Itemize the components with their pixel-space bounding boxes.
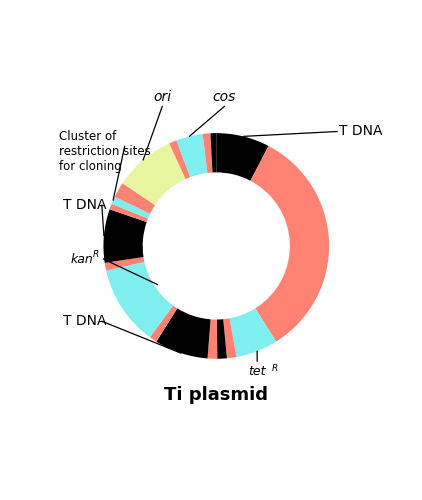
Wedge shape: [115, 183, 155, 214]
Text: Cluster of
restriction sites
for cloning: Cluster of restriction sites for cloning: [59, 130, 151, 173]
Wedge shape: [250, 146, 329, 342]
Wedge shape: [217, 319, 227, 359]
Wedge shape: [169, 140, 190, 179]
Text: T DNA: T DNA: [62, 198, 106, 212]
Text: cos: cos: [213, 90, 236, 104]
Wedge shape: [110, 204, 148, 222]
Wedge shape: [216, 133, 268, 181]
Wedge shape: [105, 257, 144, 270]
Text: T DNA: T DNA: [62, 314, 106, 328]
Wedge shape: [203, 134, 212, 173]
Wedge shape: [106, 262, 173, 337]
Wedge shape: [157, 308, 211, 358]
Text: ori: ori: [153, 90, 171, 104]
Text: Ti plasmid: Ti plasmid: [164, 386, 268, 404]
Wedge shape: [208, 320, 217, 359]
Wedge shape: [103, 209, 147, 263]
Wedge shape: [223, 318, 237, 358]
Text: T DNA: T DNA: [339, 124, 382, 138]
Text: kan: kan: [71, 252, 94, 266]
Wedge shape: [122, 144, 186, 205]
Wedge shape: [111, 196, 150, 218]
Wedge shape: [150, 306, 177, 342]
Wedge shape: [211, 133, 216, 172]
Text: R: R: [93, 250, 99, 258]
Wedge shape: [230, 308, 276, 357]
Text: tet: tet: [249, 366, 266, 378]
Text: R: R: [272, 364, 278, 372]
Wedge shape: [176, 134, 208, 177]
